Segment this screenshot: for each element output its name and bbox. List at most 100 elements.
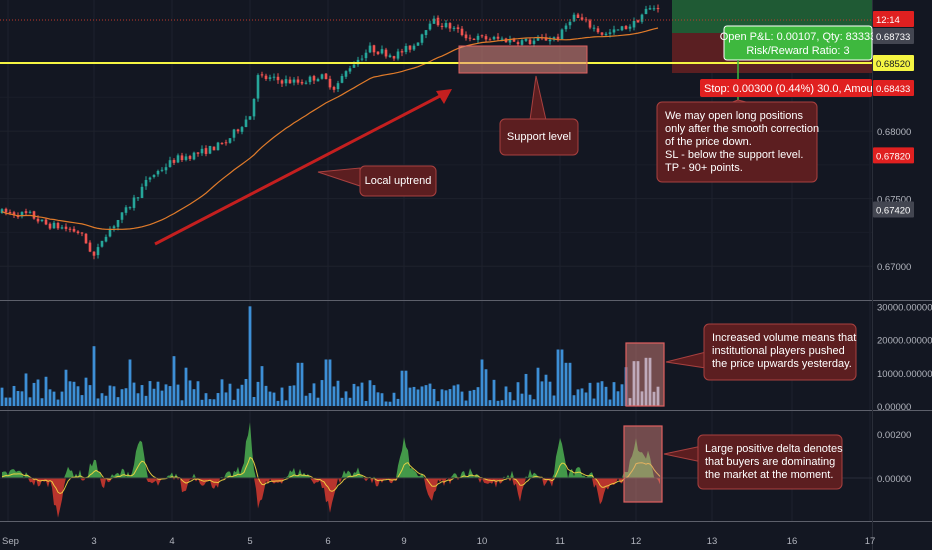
callout-delta[interactable]: Large positive delta denotes that buyers… [663, 434, 843, 490]
candle [436, 15, 440, 27]
candle [524, 37, 528, 42]
delta-highlight-box[interactable] [623, 425, 663, 503]
candle [644, 5, 648, 15]
candle [108, 226, 112, 238]
candle [584, 17, 588, 23]
volume-bar [496, 400, 500, 406]
volume-bar [548, 381, 552, 406]
candle [164, 163, 168, 175]
volume-bar [480, 359, 484, 406]
volume-highlight-box[interactable] [625, 342, 665, 407]
volume-bar [656, 386, 660, 406]
volume-bar [332, 386, 336, 406]
volume-bar [12, 385, 16, 406]
candle [492, 35, 496, 41]
volume-bar [636, 361, 640, 406]
candle [496, 33, 500, 41]
volume-tick-label: 0.00000 [877, 402, 911, 413]
volume-bar [296, 362, 300, 406]
risk-reward-text: Risk/Reward Ratio: 3 [746, 45, 849, 57]
candle [444, 19, 448, 29]
volume-bar [292, 385, 296, 406]
volume-bar [196, 381, 200, 406]
candle [516, 40, 520, 46]
callout-uptrend[interactable]: Local uptrend [317, 165, 437, 197]
volume-bar [240, 384, 244, 406]
candle [156, 169, 160, 177]
volume-tick-label: 20000.00000 [877, 336, 932, 347]
callout-plan-line-4: SL - below the support level. [665, 149, 803, 161]
candle [48, 222, 52, 230]
volume-bar [328, 359, 332, 406]
position-pnl-label[interactable]: Open P&L: 0.00107, Qty: 83333 Risk/Rewar… [720, 25, 877, 61]
volume-bar [396, 398, 400, 406]
volume-bar [460, 391, 464, 406]
callout-uptrend-text: Local uptrend [365, 175, 432, 187]
volume-bar [220, 379, 224, 406]
candle [380, 45, 384, 55]
candle [304, 80, 308, 85]
x-tick-label: 13 [707, 536, 718, 547]
volume-bar [108, 385, 112, 406]
volume-bar [432, 388, 436, 406]
volume-bar [520, 393, 524, 406]
volume-bar [604, 386, 608, 406]
candle [160, 167, 164, 173]
stop-label[interactable]: Stop: 0.00300 (0.44%) 30.0, Amount [700, 79, 882, 97]
candle [100, 240, 104, 248]
volume-bar [56, 399, 60, 406]
candle [416, 42, 420, 46]
candle [112, 224, 116, 232]
volume-bar [500, 400, 504, 406]
volume-bar [244, 378, 248, 406]
volume-bar [128, 359, 132, 406]
candle [148, 176, 152, 183]
candle [256, 73, 260, 102]
volume-bar [648, 357, 652, 406]
candle [40, 219, 44, 223]
callout-plan-line-3: of the price down. [665, 136, 752, 148]
candle [228, 137, 232, 144]
volume-bar [156, 381, 160, 406]
volume-bar [168, 386, 172, 406]
volume-bar [508, 392, 512, 406]
volume-bar [248, 306, 252, 406]
callout-volume[interactable]: Increased volume means that institutiona… [665, 323, 857, 381]
callout-support-text: Support level [507, 131, 571, 143]
candle [612, 25, 616, 35]
clock-tag: 12:14 [873, 11, 914, 27]
volume-bar [200, 399, 204, 406]
volume-bar [136, 393, 140, 406]
callout-plan[interactable]: We may open long positions only after th… [656, 99, 819, 183]
candle [132, 194, 136, 211]
candle [144, 176, 148, 190]
delta-tick-label: 0.00200 [877, 430, 911, 441]
volume-bar [436, 401, 440, 406]
volume-bar [4, 397, 8, 406]
candle [96, 243, 100, 259]
candle [288, 76, 292, 84]
candle [636, 19, 640, 23]
candle [244, 115, 248, 128]
volume-bar [216, 393, 220, 406]
svg-text:0.68520: 0.68520 [876, 59, 910, 70]
volume-bar [412, 386, 416, 406]
candle [236, 128, 240, 134]
candle [272, 73, 276, 81]
volume-bar [528, 394, 532, 406]
candle [332, 85, 336, 93]
svg-text:0.67420: 0.67420 [876, 205, 910, 216]
volume-bar [116, 397, 120, 406]
candle [400, 48, 404, 57]
volume-bar [224, 392, 228, 406]
callout-support[interactable]: Support level [499, 75, 579, 156]
uptrend-arrow[interactable] [154, 89, 452, 246]
volume-bar [408, 387, 412, 406]
candle [632, 17, 636, 31]
candle [572, 12, 576, 23]
volume-bar [560, 349, 564, 406]
support-zone-box[interactable] [458, 45, 588, 74]
volume-bar [440, 389, 444, 406]
x-tick-label: 12 [631, 536, 642, 547]
